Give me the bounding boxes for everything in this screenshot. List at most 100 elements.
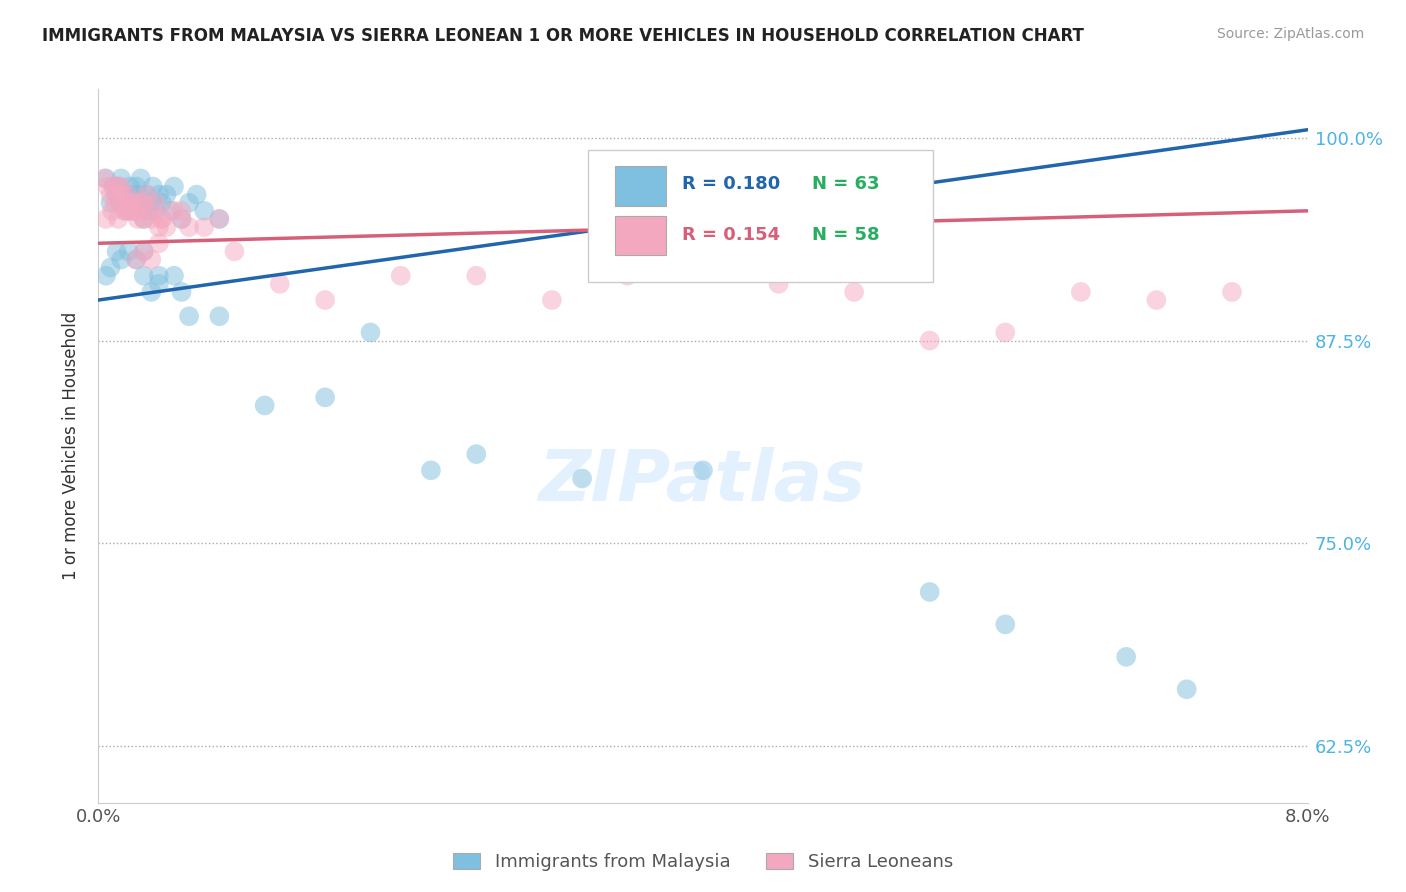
Point <box>127 187 149 202</box>
Point <box>1146 293 1168 307</box>
Point <box>208 211 231 226</box>
Point <box>121 195 143 210</box>
Point <box>179 220 201 235</box>
Point <box>108 195 131 210</box>
Point <box>224 244 246 259</box>
Point <box>121 187 143 202</box>
Point <box>132 268 155 283</box>
Point <box>186 187 208 202</box>
Point <box>128 203 150 218</box>
Point <box>141 195 163 210</box>
Point <box>94 211 117 226</box>
Point <box>114 195 136 210</box>
Point <box>994 617 1017 632</box>
Point <box>104 195 127 210</box>
Point <box>132 244 155 259</box>
Point <box>142 203 165 218</box>
Point <box>141 252 163 267</box>
FancyBboxPatch shape <box>614 216 665 255</box>
Point <box>136 203 159 218</box>
Point <box>170 211 193 226</box>
Point <box>420 463 443 477</box>
Point <box>135 187 157 202</box>
Point <box>145 195 167 210</box>
Point <box>465 447 488 461</box>
Point <box>127 211 149 226</box>
Point <box>122 203 145 218</box>
Point <box>269 277 291 291</box>
Point <box>120 203 142 218</box>
Point <box>100 260 122 275</box>
Point <box>107 211 129 226</box>
Text: IMMIGRANTS FROM MALAYSIA VS SIERRA LEONEAN 1 OR MORE VEHICLES IN HOUSEHOLD CORRE: IMMIGRANTS FROM MALAYSIA VS SIERRA LEONE… <box>42 27 1084 45</box>
Point <box>125 179 148 194</box>
Point <box>918 585 941 599</box>
Point <box>134 195 156 210</box>
Point <box>114 203 136 218</box>
Point <box>389 268 412 283</box>
Point <box>124 203 146 218</box>
Point <box>103 179 125 194</box>
Point <box>170 285 193 299</box>
Point <box>148 277 170 291</box>
Point <box>132 244 155 259</box>
Point <box>179 310 201 324</box>
Point <box>208 211 231 226</box>
Point <box>124 195 146 210</box>
Point <box>103 179 125 194</box>
Point <box>170 211 193 226</box>
Point <box>112 195 135 210</box>
Text: R = 0.180: R = 0.180 <box>682 175 780 193</box>
Point <box>208 310 231 324</box>
Point <box>120 179 142 194</box>
Point <box>105 187 128 202</box>
Point <box>571 471 593 485</box>
Point <box>132 195 155 210</box>
Point <box>1175 682 1198 697</box>
Point <box>1115 649 1137 664</box>
Point <box>1070 285 1092 299</box>
Point <box>93 171 115 186</box>
Point <box>100 187 122 202</box>
Point <box>844 285 866 299</box>
Point <box>160 203 183 218</box>
Point <box>150 211 173 226</box>
Point <box>115 187 138 202</box>
Point <box>108 195 131 210</box>
Point <box>135 187 157 202</box>
Point <box>101 203 124 218</box>
Point <box>118 195 141 210</box>
Point <box>128 195 150 210</box>
Point <box>107 179 129 194</box>
Point <box>141 211 163 226</box>
Text: N = 58: N = 58 <box>811 227 879 244</box>
Point <box>110 171 132 186</box>
Point <box>110 179 132 194</box>
Point <box>314 390 336 404</box>
Point <box>94 268 117 283</box>
Point <box>129 195 152 210</box>
FancyBboxPatch shape <box>588 150 932 282</box>
Text: Source: ZipAtlas.com: Source: ZipAtlas.com <box>1216 27 1364 41</box>
Point <box>94 171 117 186</box>
Point <box>163 179 186 194</box>
Point <box>148 220 170 235</box>
Point <box>118 244 141 259</box>
Point <box>125 252 148 267</box>
Point <box>141 285 163 299</box>
Point <box>193 203 215 218</box>
Point <box>142 179 165 194</box>
Point <box>105 187 128 202</box>
Legend: Immigrants from Malaysia, Sierra Leoneans: Immigrants from Malaysia, Sierra Leonean… <box>446 846 960 879</box>
Point <box>918 334 941 348</box>
Point <box>96 179 118 194</box>
Point <box>125 195 148 210</box>
Point <box>692 463 714 477</box>
Point <box>994 326 1017 340</box>
Point <box>616 268 638 283</box>
Point <box>465 268 488 283</box>
Point <box>163 268 186 283</box>
Point <box>155 187 177 202</box>
Point <box>1220 285 1243 299</box>
Point <box>115 187 138 202</box>
